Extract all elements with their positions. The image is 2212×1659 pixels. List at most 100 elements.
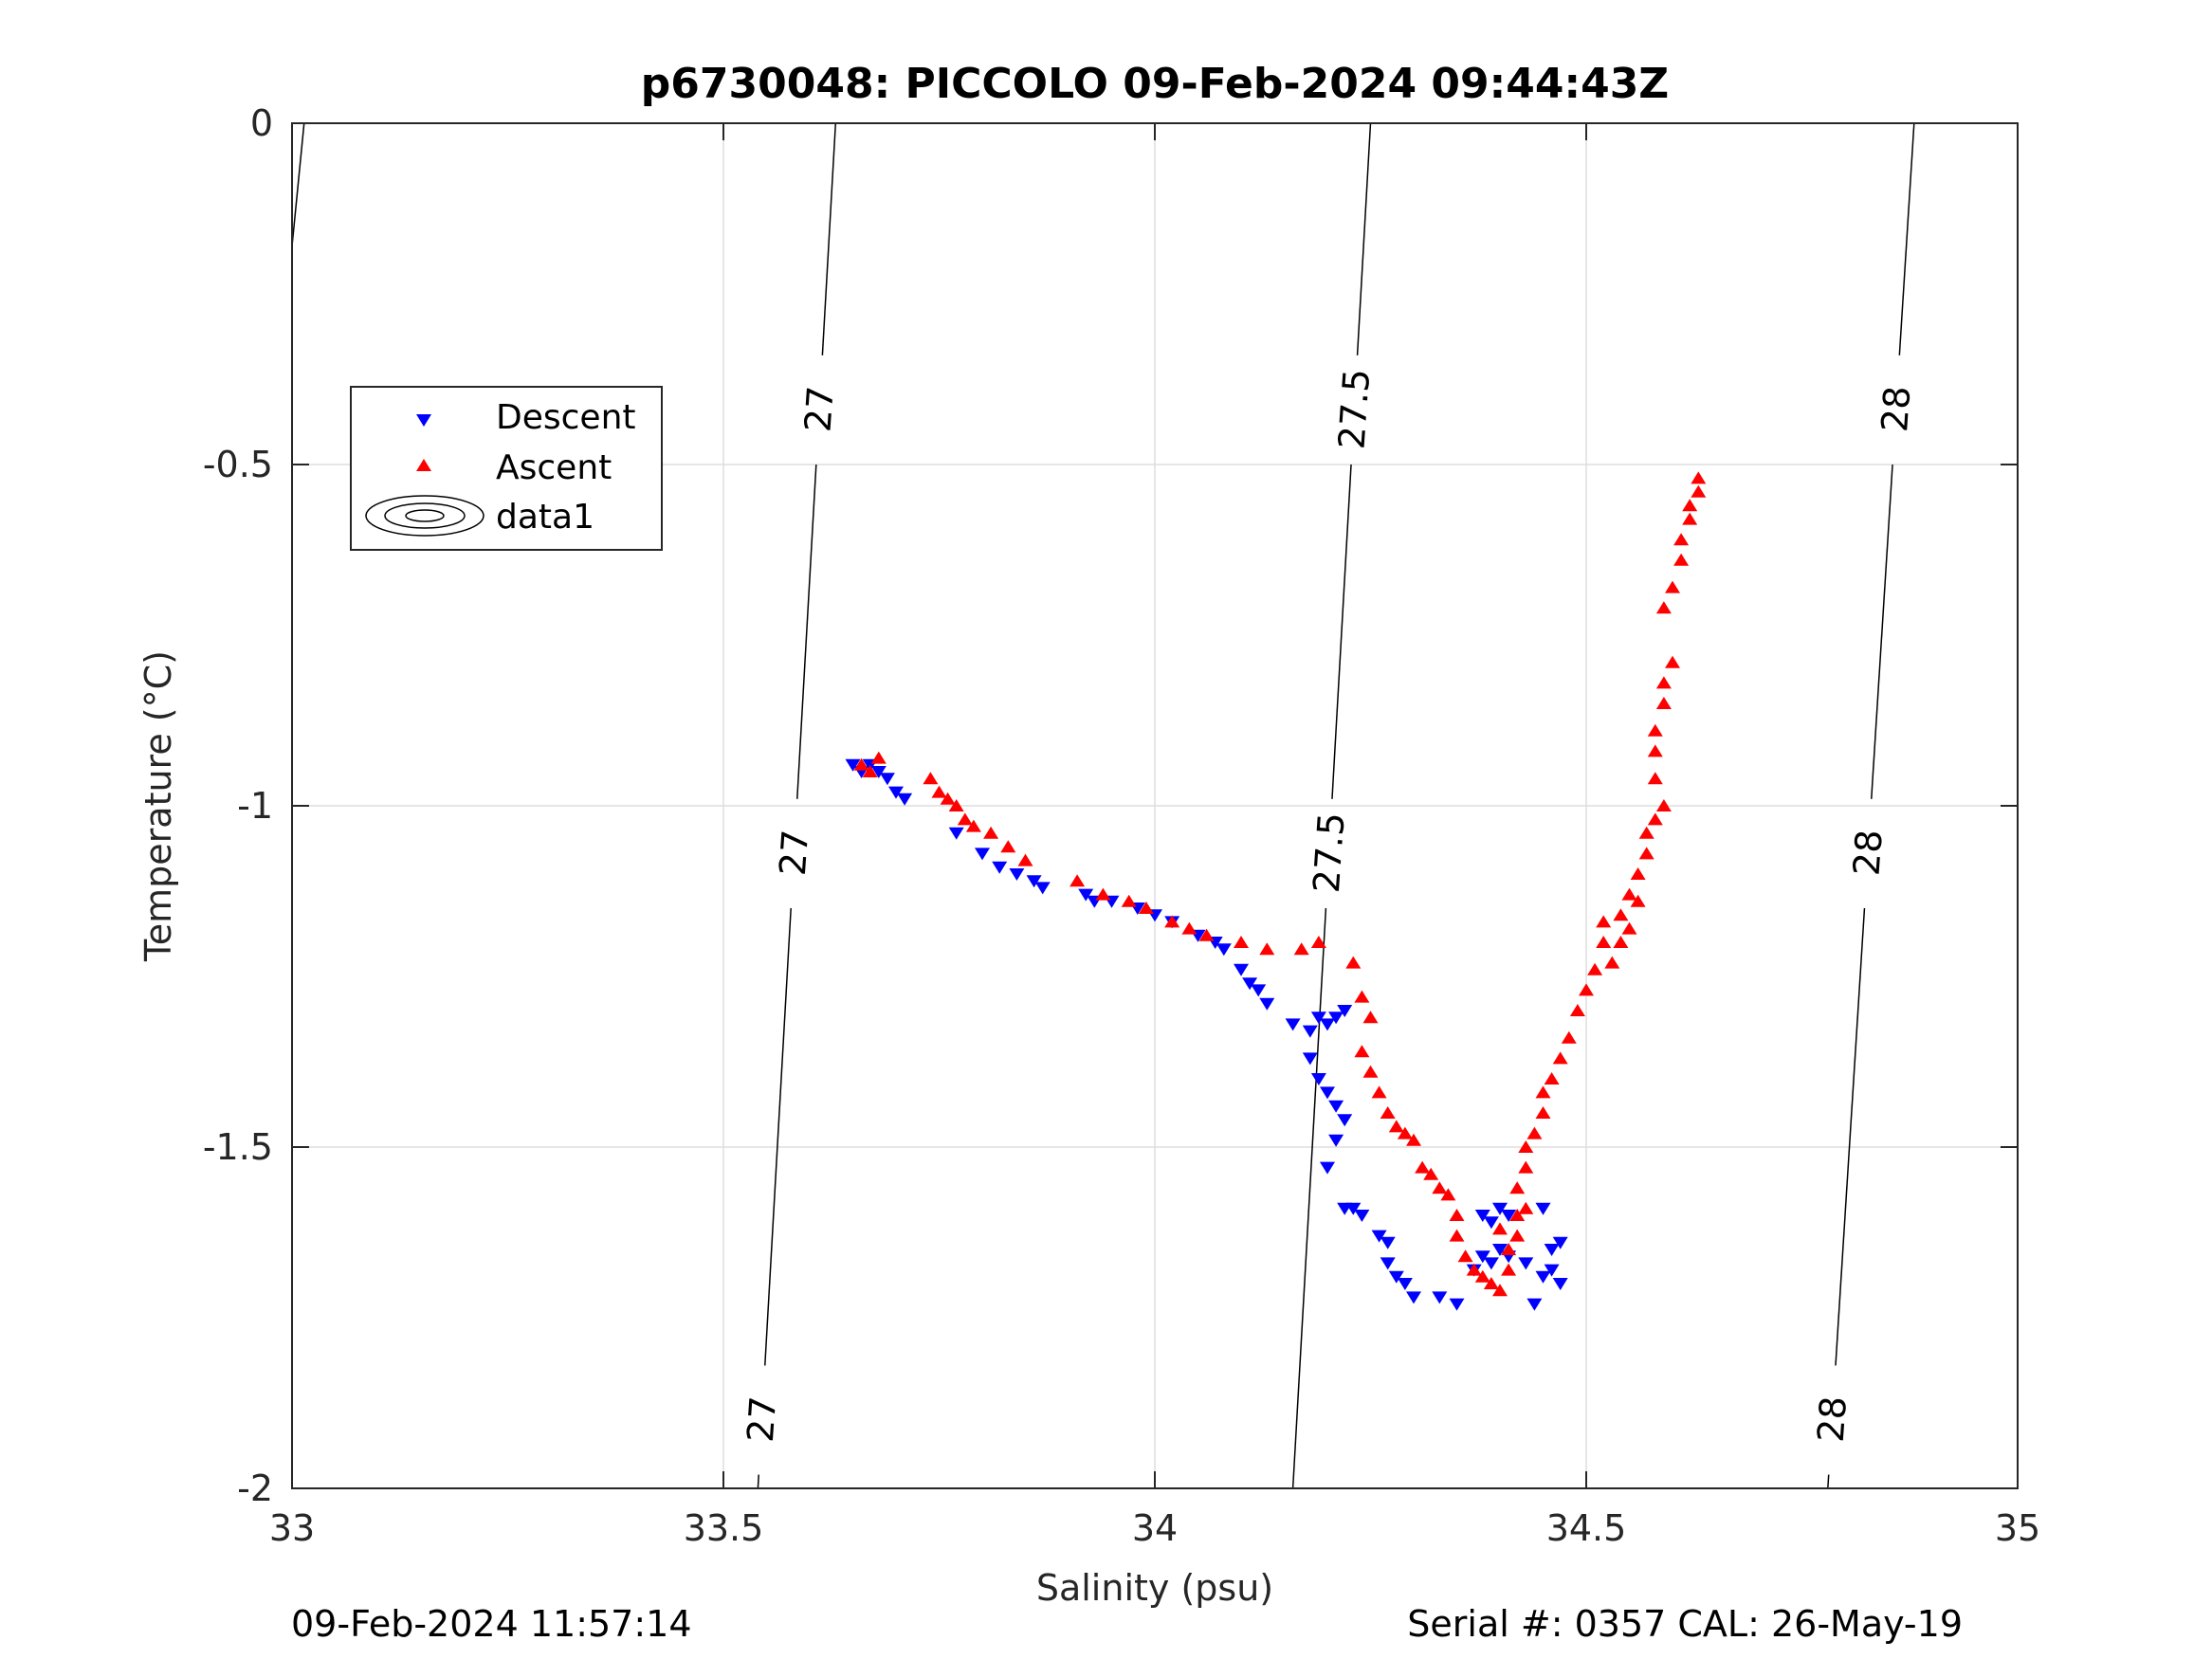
descent-point: [1328, 1012, 1344, 1025]
ascent-point: [1655, 601, 1672, 614]
ascent-point: [1234, 936, 1249, 948]
ascent-point: [983, 826, 999, 839]
legend: Descent Ascent data1: [350, 386, 663, 551]
descent-point: [948, 827, 964, 840]
ascent-point: [1621, 887, 1637, 901]
descent-point: [888, 786, 904, 799]
ascent-point: [1354, 990, 1370, 1003]
ascent-point: [862, 765, 878, 777]
x-tick-label: 33: [269, 1507, 315, 1549]
descent-point: [1492, 1202, 1508, 1215]
descent-point: [1302, 1052, 1318, 1066]
footer-serial-cal: Serial #: 0357 CAL: 26-May-19: [1407, 1603, 1963, 1645]
descent-point: [1310, 1073, 1326, 1085]
ascent-point: [1691, 471, 1707, 484]
ascent-point: [1596, 915, 1612, 928]
ascent-point: [1552, 1051, 1568, 1065]
ascent-point: [948, 799, 964, 811]
descent-point: [1310, 1012, 1326, 1025]
ascent-point: [931, 785, 947, 798]
ascent-point: [1138, 902, 1154, 914]
ascent-point: [1501, 1243, 1517, 1255]
x-tick-label: 33.5: [684, 1507, 764, 1549]
ascent-point: [1518, 1201, 1534, 1214]
legend-ascent-marker: [416, 459, 431, 471]
contour-line-28: [1835, 907, 1866, 1366]
contour-label-27: 27: [796, 385, 841, 433]
contour-line-27: [796, 464, 817, 799]
ascent-point: [1121, 894, 1137, 907]
descent-point: [975, 848, 990, 861]
ascent-point: [1647, 812, 1663, 826]
ascent-point: [1630, 867, 1646, 880]
descent-point: [1354, 1210, 1370, 1222]
ascent-point: [1198, 928, 1215, 941]
ascent-point: [957, 812, 973, 826]
ascent-point: [923, 772, 939, 785]
y-tick-label: -0.5: [203, 444, 273, 485]
descent-point: [1337, 1005, 1353, 1017]
legend-descent-label: Descent: [496, 398, 636, 437]
ascent-point: [1630, 894, 1646, 907]
ascent-point: [1310, 936, 1326, 948]
ascent-point: [1457, 1249, 1473, 1263]
ascent-point: [1380, 1106, 1396, 1119]
descent-point: [1337, 1114, 1353, 1127]
descent-point: [1535, 1270, 1551, 1284]
descent-point: [845, 758, 861, 772]
descent-point: [1552, 1278, 1568, 1290]
descent-point: [1026, 875, 1042, 888]
descent-point: [1345, 1202, 1362, 1215]
y-tick-label: 0: [250, 102, 273, 144]
ascent-point: [1596, 936, 1612, 948]
ascent-point: [1535, 1085, 1551, 1099]
descent-point: [1449, 1298, 1465, 1311]
ascent-point: [1682, 512, 1698, 525]
ascent-point: [1613, 908, 1629, 921]
descent-point: [1285, 1018, 1301, 1031]
y-tick-label: -2: [237, 1468, 273, 1509]
descent-point: [1492, 1244, 1508, 1256]
contour-line-27.5: [1331, 464, 1352, 799]
ascent-point: [1655, 799, 1672, 811]
contour-label-27.5: 27.5: [1306, 811, 1353, 894]
descent-point: [1526, 1298, 1543, 1311]
contour-line-28: [1898, 122, 1915, 356]
descent-point: [1397, 1278, 1413, 1290]
ascent-point: [1095, 887, 1111, 901]
descent-point: [1320, 1161, 1335, 1175]
y-tick-label: -1: [237, 785, 273, 827]
descent-point: [1242, 977, 1258, 991]
contour-line-28: [1827, 1474, 1830, 1489]
legend-descent-marker: [416, 414, 431, 427]
axis-ticks: 33 33.5 34 34.5 35 0 -0.5 -1 -1.5 -2: [203, 102, 2040, 1549]
ascent-point: [1362, 1065, 1379, 1078]
contour-line-27: [821, 122, 837, 356]
ascent-point: [1000, 840, 1016, 853]
ascent-point: [870, 751, 887, 764]
ascent-point: [940, 792, 956, 805]
ascent-point: [965, 819, 981, 832]
legend-contour-icon: [365, 495, 484, 537]
ascent-point: [1544, 1072, 1560, 1085]
contour-line-28: [1871, 464, 1893, 799]
descent-point: [1483, 1216, 1499, 1230]
ascent-point: [1561, 1030, 1577, 1044]
ascent-point: [1501, 1263, 1517, 1276]
ascent-point: [853, 757, 869, 771]
descent-point: [1474, 1250, 1490, 1264]
descent-point: [1552, 1236, 1568, 1249]
ascent-point: [1569, 1004, 1585, 1016]
x-tick-label: 34: [1132, 1507, 1178, 1549]
descent-point: [1406, 1291, 1421, 1304]
contour-label-28: 28: [1846, 829, 1891, 877]
contour-line-corner: [291, 122, 305, 246]
ascent-point: [1423, 1167, 1439, 1180]
descent-point: [1234, 963, 1249, 976]
ascent-point: [1474, 1269, 1490, 1283]
descent-point: [897, 793, 913, 806]
descent-point: [1535, 1202, 1551, 1215]
ascent-point: [1371, 1085, 1387, 1099]
descent-point: [1251, 984, 1267, 997]
